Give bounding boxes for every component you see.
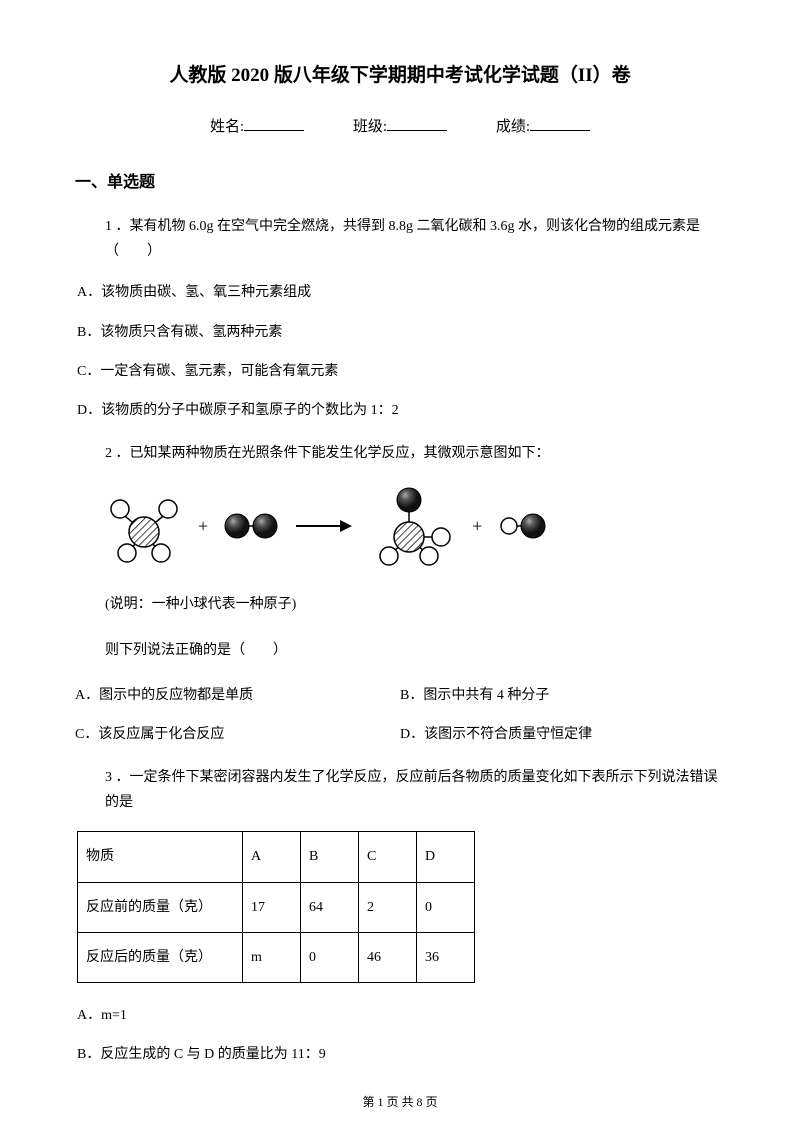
q2-opt-a: A．图示中的反应物都是单质	[75, 683, 400, 708]
q3-opt-b: B．反应生成的 C 与 D 的质量比为 11：9	[75, 1042, 725, 1067]
th-d: D	[417, 832, 475, 882]
page-title: 人教版 2020 版八年级下学期期中考试化学试题（II）卷	[75, 60, 725, 87]
r2c3: 46	[359, 932, 417, 982]
score-label: 成绩:	[496, 119, 530, 135]
question-1: 1 ．某有机物 6.0g 在空气中完全燃烧，共得到 8.8g 二氧化碳和 3.6…	[75, 214, 725, 423]
r2c1: m	[243, 932, 301, 982]
row1-label: 反应前的质量（克）	[78, 882, 243, 932]
th-b: B	[301, 832, 359, 882]
molecule-3	[369, 482, 457, 570]
molecule-4	[497, 508, 547, 544]
r1c4: 0	[417, 882, 475, 932]
class-blank	[387, 130, 447, 131]
th-substance: 物质	[78, 832, 243, 882]
q2-text: 2 ．已知某两种物质在光照条件下能发生化学反应，其微观示意图如下：	[75, 441, 725, 466]
q3-text: 3 ．一定条件下某密闭容器内发生了化学反应，反应前后各物质的质量变化如下表所示下…	[75, 765, 725, 815]
q2-opt-b: B．图示中共有 4 种分子	[400, 683, 725, 708]
plus-1: +	[198, 510, 208, 542]
r1c3: 2	[359, 882, 417, 932]
q1-text: 1 ．某有机物 6.0g 在空气中完全燃烧，共得到 8.8g 二氧化碳和 3.6…	[75, 214, 725, 264]
r2c4: 36	[417, 932, 475, 982]
name-label: 姓名:	[210, 119, 244, 135]
r2c2: 0	[301, 932, 359, 982]
q2-note: (说明：一种小球代表一种原子)	[75, 592, 725, 617]
q3-table: 物质 A B C D 反应前的质量（克） 17 64 2 0 反应后的质量（克）…	[77, 831, 475, 983]
molecule-2	[223, 508, 279, 544]
r1c2: 64	[301, 882, 359, 932]
q1-opt-d: D．该物质的分子中碳原子和氢原子的个数比为 1：2	[75, 398, 725, 423]
r1c1: 17	[243, 882, 301, 932]
molecule-1	[105, 487, 183, 565]
q1-opt-a: A．该物质由碳、氢、氧三种元素组成	[75, 280, 725, 305]
name-blank	[244, 130, 304, 131]
arrow-icon	[294, 516, 354, 536]
row2-label: 反应后的质量（克）	[78, 932, 243, 982]
q3-opt-a: A．m=1	[75, 1003, 725, 1028]
th-c: C	[359, 832, 417, 882]
q2-prompt: 则下列说法正确的是（ ）	[75, 638, 725, 663]
student-info-line: 姓名: 班级: 成绩:	[75, 115, 725, 136]
plus-2: +	[472, 510, 482, 542]
score-blank	[530, 130, 590, 131]
reaction-diagram: +	[105, 482, 725, 570]
q1-opt-b: B．该物质只含有碳、氢两种元素	[75, 320, 725, 345]
page-footer: 第 1 页 共 8 页	[0, 1093, 800, 1110]
question-2: 2 ．已知某两种物质在光照条件下能发生化学反应，其微观示意图如下： +	[75, 441, 725, 747]
q2-opt-c: C．该反应属于化合反应	[75, 722, 400, 747]
section-1-header: 一、单选题	[75, 168, 725, 192]
question-3: 3 ．一定条件下某密闭容器内发生了化学反应，反应前后各物质的质量变化如下表所示下…	[75, 765, 725, 1067]
q1-opt-c: C．一定含有碳、氢元素，可能含有氧元素	[75, 359, 725, 384]
class-label: 班级:	[353, 119, 387, 135]
th-a: A	[243, 832, 301, 882]
q2-opt-d: D．该图示不符合质量守恒定律	[400, 722, 725, 747]
